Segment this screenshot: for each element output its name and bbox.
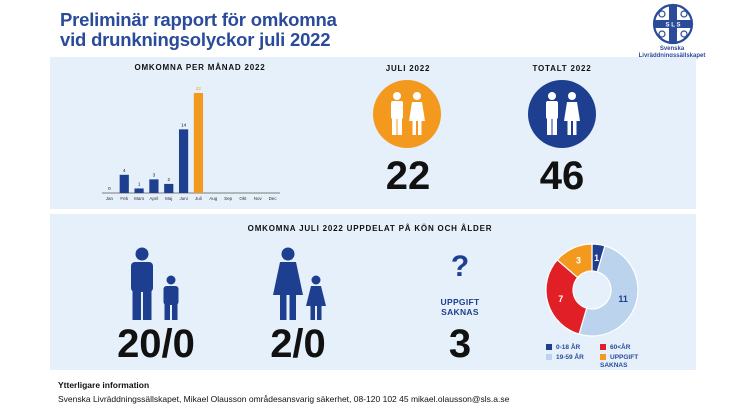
logo-letters: S L S — [666, 23, 681, 29]
tick-label-juli: Juli — [195, 196, 202, 201]
slice-label-4: 3 — [576, 255, 581, 265]
slice-label-2: 11 — [618, 294, 628, 304]
legend-swatch — [546, 344, 552, 350]
logo-text-line-1: Svenska — [659, 46, 685, 52]
data-label-feb: 4 — [123, 168, 126, 173]
data-label-juni: 14 — [181, 122, 187, 127]
data-label-juli: 22 — [196, 86, 202, 91]
slice-4 — [556, 243, 593, 279]
tick-label-dec: Dec — [269, 196, 278, 201]
bar-juli — [193, 93, 204, 193]
legend-swatch — [600, 354, 606, 360]
legend-item-60plus: 60<ÅR — [600, 344, 630, 351]
footer-heading: Ytterligare information — [58, 380, 150, 390]
woman-and-girl-icon — [273, 247, 326, 320]
gender-age-panel — [50, 214, 696, 370]
legend-swatch — [546, 354, 552, 360]
unknown-label: UPPGIFT SAKNAS — [420, 297, 500, 317]
legend-swatch — [600, 344, 606, 350]
legend-item-0-18: 0-18 ÅR — [546, 344, 580, 351]
tick-label-feb: Feb — [120, 196, 128, 201]
data-label-jan: 0 — [108, 186, 111, 191]
data-label-mars: 1 — [138, 181, 141, 186]
tick-label-jan: Jan — [106, 196, 114, 201]
tick-label-okt: Okt — [239, 196, 247, 201]
legend-label: 60<ÅR — [610, 344, 631, 351]
tick-label-juni: Juni — [179, 196, 187, 201]
bar-mars — [134, 188, 144, 193]
year-total-value: 46 — [539, 154, 585, 198]
bar-maj — [164, 183, 174, 193]
slice-3 — [545, 259, 588, 335]
tick-label-aug: Aug — [209, 196, 218, 201]
man-and-boy-icon — [131, 247, 179, 320]
tick-label-mars: Mars — [134, 196, 145, 201]
slice-label-1: 1 — [594, 253, 599, 263]
question-mark-icon: ? — [450, 250, 470, 283]
bar-juni — [178, 129, 189, 193]
monthly-bar-chart: 0 Jan 4 Feb 1 Mars 3 April 2 Maj 14 Juni 22 Juli Aug Se… — [102, 86, 280, 201]
unknown-value: 3 — [448, 322, 472, 366]
couple-icon-orange — [373, 80, 441, 148]
breakdown-heading: OMKOMNA JULI 2022 UPPDELAT PÅ KÖN OCH ÅL… — [247, 224, 493, 233]
unknown-label-line-2: SAKNAS — [441, 307, 479, 317]
chart-heading: OMKOMNA PER MÅNAD 2022 — [134, 63, 266, 72]
women-value: 2/0 — [270, 322, 326, 366]
tick-label-sep: Sep — [224, 196, 233, 201]
july-total-value: 22 — [385, 154, 431, 198]
logo-text: Svenska Livräddningssällskapet — [612, 46, 732, 60]
legend-item-19-59: 19-59 ÅR — [546, 354, 584, 361]
slice-label-3: 7 — [558, 294, 563, 304]
sls-logo-icon: S L S — [652, 3, 694, 45]
tick-label-nov: Nov — [254, 196, 263, 201]
data-label-maj: 2 — [167, 177, 170, 182]
page-title: Preliminär rapport för omkomna vid drunk… — [60, 10, 480, 50]
couple-icon-blue — [528, 80, 596, 148]
title-line-2: vid drunkningsolyckor juli 2022 — [60, 29, 331, 50]
unknown-label-line-1: UPPGIFT — [440, 297, 480, 307]
bar-feb — [119, 174, 129, 193]
slice-2 — [578, 245, 639, 337]
footer-contact-text: Svenska Livräddningssällskapet, Mikael O… — [58, 394, 510, 404]
title-line-1: Preliminär rapport för omkomna — [60, 9, 337, 30]
tick-label-maj: Maj — [165, 196, 172, 201]
bar-april — [149, 179, 159, 193]
men-value: 20/0 — [117, 322, 195, 366]
july-heading: JULI 2022 — [385, 64, 431, 73]
total-heading: TOTALT 2022 — [532, 64, 592, 73]
logo-text-line-2: Livräddningssällskapet — [638, 53, 706, 59]
legend-label: 0-18 ÅR — [556, 344, 581, 351]
legend-label: 19-59 ÅR — [556, 354, 584, 361]
data-label-april: 3 — [153, 172, 156, 177]
tick-label-april: April — [149, 196, 158, 201]
legend-label: UPPGIFT SAKNAS — [600, 354, 639, 369]
legend-item-unknown: UPPGIFT SAKNAS — [600, 354, 660, 369]
